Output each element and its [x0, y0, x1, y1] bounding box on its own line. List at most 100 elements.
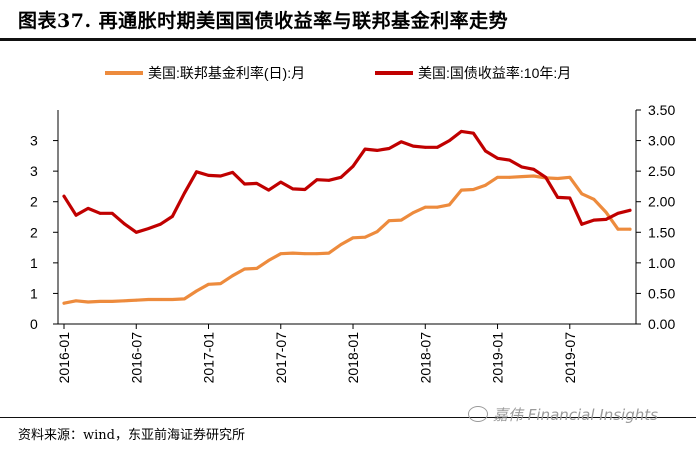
- data-point-0: [580, 192, 584, 196]
- data-point-0: [86, 300, 90, 304]
- data-point-1: [339, 175, 343, 179]
- data-point-1: [146, 227, 150, 231]
- left-tick-label: 3: [30, 133, 38, 149]
- x-tick-label: 2017-01: [201, 332, 217, 384]
- data-point-1: [231, 171, 235, 174]
- data-point-0: [387, 219, 391, 223]
- data-point-0: [327, 251, 331, 255]
- x-tick-label: 2018-01: [345, 332, 361, 384]
- data-point-0: [351, 236, 355, 240]
- data-point-0: [122, 299, 126, 303]
- wechat-icon: [468, 406, 488, 422]
- data-point-0: [243, 267, 247, 271]
- data-point-1: [195, 170, 198, 174]
- data-point-1: [532, 167, 536, 171]
- data-point-0: [134, 298, 138, 302]
- data-point-1: [74, 213, 78, 217]
- data-point-0: [520, 175, 523, 179]
- left-tick-label: 0: [30, 316, 38, 332]
- x-tick-label: 2016-01: [56, 332, 72, 384]
- data-point-1: [472, 131, 475, 135]
- data-point-1: [243, 182, 247, 186]
- data-point-0: [363, 235, 367, 239]
- data-point-0: [195, 289, 198, 293]
- legend-label-treasury-10y: 美国:国债收益率:10年:月: [418, 65, 571, 81]
- data-point-1: [520, 165, 523, 169]
- data-point-1: [158, 222, 162, 226]
- data-point-1: [207, 174, 210, 177]
- right-tick-label: 0.00: [648, 316, 675, 332]
- source-note: 资料来源：wind，东亚前海证券研究所: [18, 428, 245, 443]
- left-tick-label: 3: [30, 163, 38, 179]
- data-point-1: [351, 164, 355, 168]
- data-point-0: [255, 267, 259, 270]
- data-point-1: [592, 218, 596, 222]
- data-point-1: [580, 222, 584, 226]
- title-rule: [0, 38, 696, 41]
- right-tick-label: 1.00: [648, 255, 675, 271]
- left-tick-label: 1: [30, 285, 38, 301]
- data-point-0: [568, 175, 572, 179]
- data-point-1: [375, 149, 379, 152]
- data-point-1: [171, 215, 174, 218]
- x-tick-label: 2018-07: [417, 332, 433, 384]
- data-point-0: [158, 298, 162, 301]
- data-point-0: [628, 227, 632, 231]
- series-line-1: [62, 129, 632, 234]
- right-tick-label: 2.50: [648, 163, 675, 179]
- data-point-1: [544, 175, 548, 179]
- right-tick-label: 3.50: [648, 102, 675, 118]
- footer-rule: [0, 417, 696, 418]
- data-point-1: [628, 208, 632, 212]
- data-point-0: [556, 177, 560, 180]
- data-point-0: [98, 300, 102, 303]
- data-point-1: [86, 207, 90, 210]
- data-point-1: [484, 149, 487, 153]
- data-point-0: [448, 203, 451, 207]
- data-point-0: [219, 282, 223, 285]
- watermark-text: 嘉伟 Financial Insights: [493, 406, 658, 424]
- data-point-0: [399, 218, 403, 222]
- data-point-1: [62, 194, 66, 198]
- data-point-0: [460, 188, 463, 192]
- data-point-0: [339, 243, 343, 246]
- data-point-1: [460, 130, 463, 133]
- data-point-0: [508, 175, 511, 179]
- legend-label-fed-funds: 美国:联邦基金利率(日):月: [148, 65, 305, 81]
- data-point-0: [484, 183, 487, 187]
- data-point-1: [556, 196, 560, 199]
- right-tick-label: 3.00: [648, 133, 675, 149]
- x-tick-label: 2019-07: [562, 332, 578, 384]
- x-tick-label: 2019-01: [490, 332, 506, 384]
- data-point-0: [74, 299, 78, 303]
- data-point-1: [134, 230, 138, 234]
- data-point-0: [315, 252, 319, 256]
- chart-title: 图表37. 再通胀时期美国国债收益率与联邦基金利率走势: [18, 10, 509, 32]
- data-point-1: [98, 211, 102, 215]
- data-point-1: [604, 218, 608, 221]
- data-point-1: [387, 147, 391, 150]
- data-point-1: [110, 211, 114, 215]
- x-tick-label: 2017-07: [273, 332, 289, 384]
- data-point-0: [171, 298, 174, 301]
- data-point-1: [291, 187, 295, 191]
- x-tick-label: 2016-07: [128, 332, 144, 384]
- data-point-1: [423, 145, 427, 149]
- data-point-0: [592, 197, 596, 201]
- data-point-0: [375, 230, 379, 234]
- data-point-0: [472, 188, 475, 191]
- data-point-1: [448, 139, 451, 143]
- data-point-1: [279, 180, 283, 184]
- data-point-0: [267, 259, 271, 262]
- left-tick-label: 1: [30, 255, 38, 271]
- right-tick-label: 2.00: [648, 194, 675, 210]
- data-point-0: [62, 301, 66, 305]
- data-point-1: [616, 211, 620, 215]
- series-line-0: [62, 174, 632, 305]
- data-point-1: [411, 144, 415, 148]
- data-point-0: [291, 251, 295, 255]
- data-point-0: [183, 297, 186, 301]
- data-point-0: [435, 205, 439, 209]
- data-point-0: [411, 211, 415, 215]
